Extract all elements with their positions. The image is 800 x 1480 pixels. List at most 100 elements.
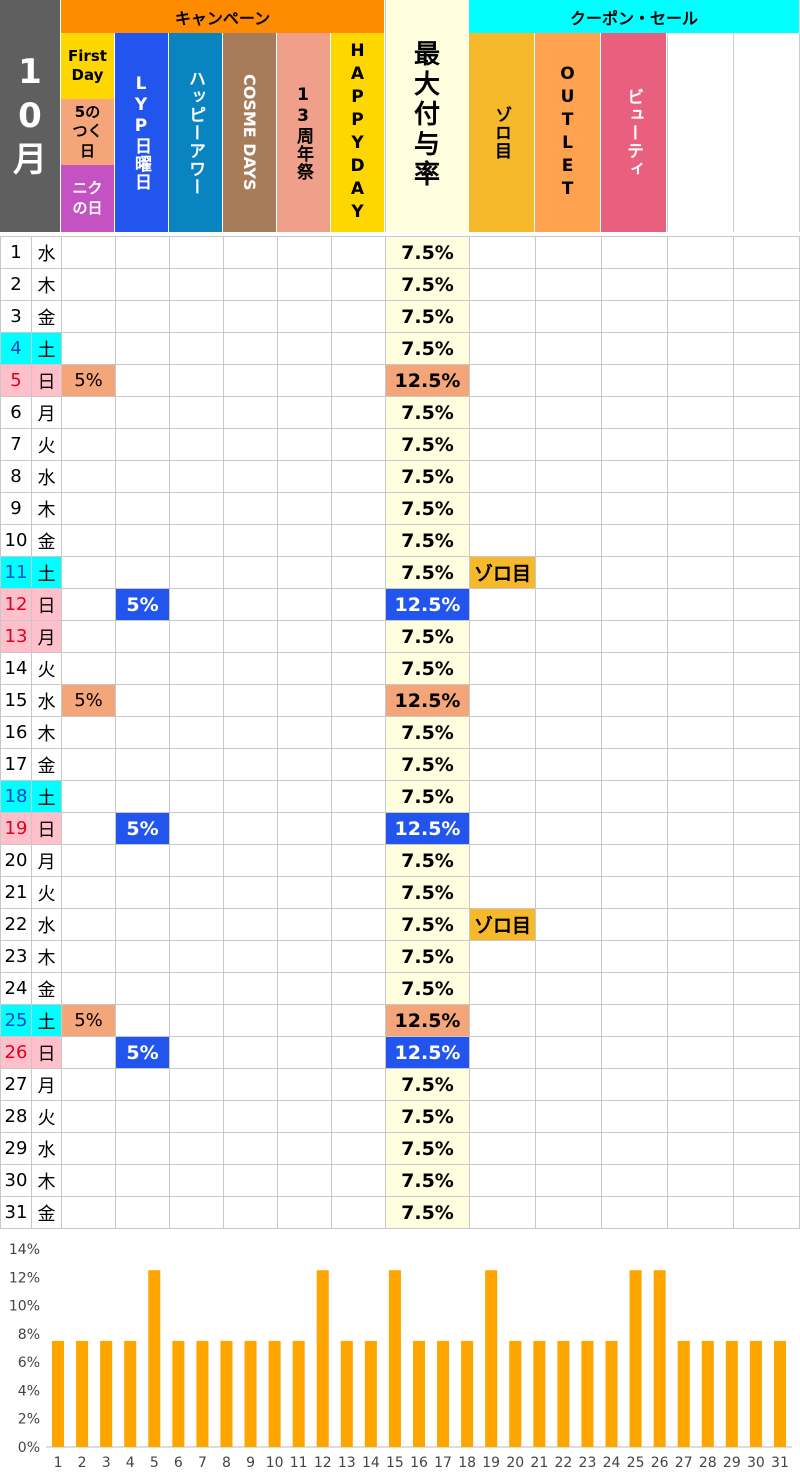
- col-gridline: [115, 236, 116, 1228]
- max-rate-value: 7.5%: [386, 845, 469, 876]
- month-text: 10月: [13, 51, 47, 181]
- day-number: 25: [1, 1005, 31, 1036]
- bar-day-28: [701, 1340, 714, 1447]
- day-of-week: 水: [37, 915, 56, 937]
- x-tick-label: 10: [266, 1455, 284, 1471]
- bar-day-13: [340, 1340, 353, 1447]
- y-tick-label: 14%: [9, 1242, 40, 1258]
- day-of-week: 水: [37, 691, 56, 713]
- x-tick-label: 14: [362, 1455, 380, 1471]
- row-gridline: [0, 1100, 800, 1101]
- day-number: 28: [4, 1106, 28, 1127]
- day-of-week: 金: [37, 1203, 56, 1225]
- col-gridline: [169, 236, 170, 1228]
- day-of-week: 土: [32, 781, 61, 812]
- bar-day-27: [677, 1340, 690, 1447]
- day-number: 29: [4, 1138, 28, 1159]
- row-gridline: [0, 364, 800, 365]
- row-gridline: [0, 332, 800, 333]
- max-rate-value: 7.5%: [386, 653, 469, 684]
- bar-day-5: [148, 1270, 161, 1447]
- day-of-week: 日: [32, 1037, 61, 1068]
- five-day-label: 5のつく日: [72, 102, 103, 160]
- day-of-week: 火: [37, 435, 56, 457]
- first-day-header: First Day: [61, 33, 115, 99]
- bar-day-22: [557, 1340, 570, 1447]
- x-tick-label: 22: [554, 1455, 572, 1471]
- rate-bar-chart: 0%2%4%6%8%10%12%14%1 2 3 4 5 6 7 8 9 10 11 12 13 14 15…: [9, 1242, 792, 1471]
- y-tick-label: 10%: [9, 1299, 40, 1315]
- day-of-week: 水: [37, 243, 56, 265]
- day-number: 20: [4, 850, 28, 871]
- col-gridline: [469, 236, 470, 1228]
- x-tick-label: 13: [338, 1455, 356, 1471]
- day-number: 14: [4, 658, 28, 679]
- day-of-week: 土: [32, 557, 61, 588]
- bar-day-18: [461, 1340, 474, 1447]
- row-gridline: [0, 460, 800, 461]
- day-number: 26: [1, 1037, 31, 1068]
- day-of-week: 土: [32, 333, 61, 364]
- max-rate-value: 7.5%: [386, 429, 469, 460]
- max-rate-value: 7.5%: [386, 781, 469, 812]
- max-rate-value: 7.5%: [386, 333, 469, 364]
- x-tick-label: 9: [246, 1455, 255, 1471]
- day-of-week: 火: [37, 1107, 56, 1129]
- day-of-week: 月: [37, 851, 56, 873]
- row-gridline: [0, 300, 800, 301]
- x-tick-label: 25: [627, 1455, 645, 1471]
- day-of-week: 水: [37, 1139, 56, 1161]
- col-gridline: [61, 236, 62, 1228]
- bar-day-10: [268, 1340, 281, 1447]
- row-gridline: [0, 1228, 800, 1229]
- y-tick-label: 0%: [18, 1440, 40, 1456]
- zorome-header: ゾロ目: [469, 33, 535, 232]
- happy-day-header: HAPPYDAY: [331, 33, 385, 232]
- row-gridline: [0, 1004, 800, 1005]
- bar-day-7: [196, 1340, 209, 1447]
- day-number: 1: [10, 242, 22, 263]
- five-day-value: 5%: [62, 365, 115, 396]
- max-rate-value: 12.5%: [386, 589, 469, 620]
- row-gridline: [0, 236, 800, 237]
- x-tick-label: 18: [458, 1455, 476, 1471]
- day-number: 22: [4, 914, 28, 935]
- row-gridline: [0, 492, 800, 493]
- day-of-week: 月: [32, 621, 61, 652]
- row-gridline: [0, 844, 800, 845]
- bar-day-19: [485, 1270, 498, 1447]
- month-label: 10月: [0, 0, 61, 232]
- lyp-sunday-label: LYP日曜日: [131, 74, 151, 191]
- max-rate-value: 7.5%: [386, 1133, 469, 1164]
- y-tick-label: 6%: [18, 1355, 40, 1371]
- x-tick-label: 28: [699, 1455, 717, 1471]
- day-of-week: 日: [32, 813, 61, 844]
- zorome-value: ゾロ目: [470, 557, 535, 588]
- outlet-header: OUTLET: [535, 33, 601, 232]
- bar-day-29: [725, 1340, 738, 1447]
- day-number: 11: [1, 557, 31, 588]
- campaign-group-header: キャンペーン: [61, 0, 385, 33]
- x-tick-label: 29: [723, 1455, 741, 1471]
- day-number: 2: [10, 274, 22, 295]
- day-number: 17: [4, 754, 28, 775]
- max-rate-value: 7.5%: [386, 1197, 469, 1228]
- max-rate-value: 7.5%: [386, 717, 469, 748]
- bar-day-23: [581, 1340, 594, 1447]
- day-number: 19: [1, 813, 31, 844]
- happy-hour-label: ハッピーアワー: [185, 69, 205, 196]
- x-tick-label: 5: [150, 1455, 159, 1471]
- x-tick-label: 16: [410, 1455, 428, 1471]
- x-tick-label: 27: [675, 1455, 693, 1471]
- happy-day-label: HAPPYDAY: [347, 40, 368, 225]
- row-gridline: [0, 396, 800, 397]
- max-rate-value: 7.5%: [386, 749, 469, 780]
- x-tick-label: 26: [651, 1455, 669, 1471]
- day-number: 8: [10, 466, 22, 487]
- max-rate-value: 7.5%: [386, 1101, 469, 1132]
- row-gridline: [0, 428, 800, 429]
- bar-day-9: [244, 1340, 257, 1447]
- day-of-week: 金: [37, 531, 56, 553]
- day-of-week: 金: [37, 979, 56, 1001]
- day-number: 12: [1, 589, 31, 620]
